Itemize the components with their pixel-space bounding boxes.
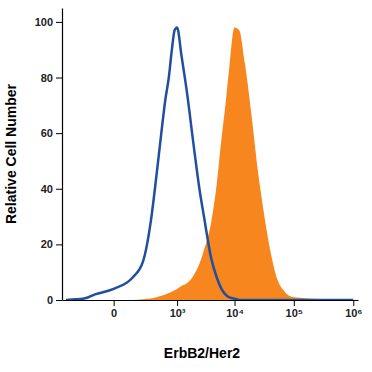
histogram-line [66, 27, 353, 300]
histogram-area [66, 27, 353, 300]
plot-area [66, 27, 353, 300]
x-tick-label: 10³ [170, 307, 186, 319]
y-tick: 0 [47, 294, 62, 306]
x-tick: 10⁵ [286, 300, 303, 319]
y-tick-mark [56, 22, 62, 23]
y-tick: 80 [41, 72, 62, 84]
x-tick-label: 10⁵ [286, 307, 303, 319]
x-tick-mark [294, 300, 295, 306]
y-tick: 100 [35, 16, 62, 28]
x-tick-mark [353, 300, 354, 306]
x-tick: 0 [111, 300, 117, 319]
y-axis-line [62, 9, 63, 301]
y-tick-label: 60 [41, 127, 53, 139]
y-tick-mark [56, 133, 62, 134]
x-axis: 0 10³ 10⁴ 10⁵ 10⁶ [63, 300, 363, 319]
y-tick-mark [56, 78, 62, 79]
y-axis: 0 20 40 60 80 100 [35, 9, 63, 307]
x-axis-title: ErbB2/Her2 [164, 345, 240, 361]
y-tick: 60 [41, 127, 62, 139]
x-tick-label: 10⁴ [226, 307, 244, 319]
x-tick-mark [114, 300, 115, 306]
y-tick-label: 80 [41, 72, 53, 84]
x-tick-label: 0 [111, 307, 117, 319]
x-tick-label: 10⁶ [345, 307, 362, 319]
y-tick-label: 100 [35, 16, 53, 28]
x-tick: 10³ [170, 300, 186, 319]
y-axis-title: Relative Cell Number [3, 83, 19, 224]
x-axis-line [63, 300, 359, 301]
x-tick-mark [235, 300, 236, 306]
y-tick: 40 [41, 183, 62, 195]
y-tick-mark [56, 189, 62, 190]
chart: 0 10³ 10⁴ 10⁵ 10⁶ 0 20 40 60 80 100 ErbB2/Her2 Relat… [0, 0, 372, 372]
y-tick: 20 [41, 238, 62, 250]
x-tick: 10⁶ [345, 300, 362, 319]
y-tick-label: 0 [47, 294, 53, 306]
y-tick-label: 20 [41, 238, 53, 250]
y-tick-mark [56, 300, 62, 301]
y-tick-label: 40 [41, 183, 53, 195]
x-tick: 10⁴ [226, 300, 244, 319]
y-tick-mark [56, 244, 62, 245]
x-tick-mark [177, 300, 178, 306]
